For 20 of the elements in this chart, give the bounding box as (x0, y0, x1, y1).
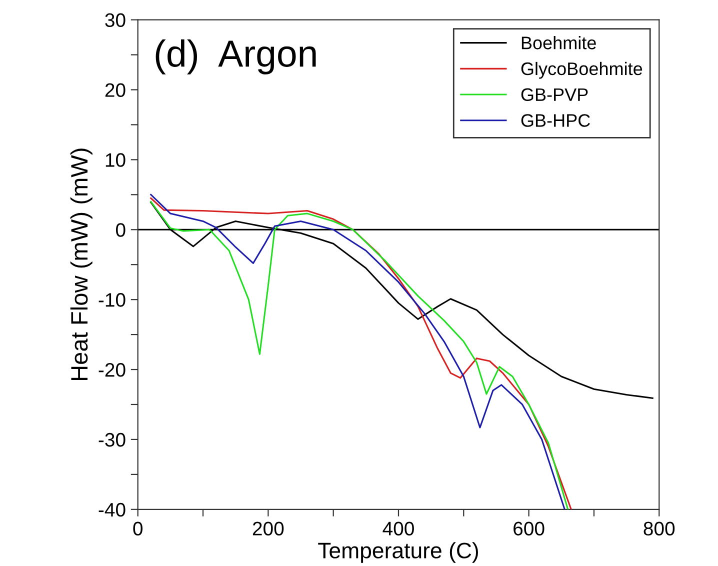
y-tick-label: 0 (116, 223, 126, 237)
legend-label: GlycoBoehmite (521, 62, 642, 79)
y-tick-label: -30 (98, 432, 126, 447)
y-tick-label: -40 (98, 502, 126, 517)
x-axis-title: Temperature (C) (318, 542, 478, 563)
legend-label: GB-HPC (521, 114, 590, 127)
y-tick-label: 10 (106, 153, 126, 167)
x-tick-label: 200 (252, 522, 284, 536)
y-tick-label: 20 (105, 83, 126, 97)
annotation: (d) Argon (156, 39, 316, 74)
x-tick-label: 600 (514, 522, 544, 536)
x-tick-label: 0 (133, 522, 143, 536)
y-axis-title: Heat Flow (mW) (mW) (70, 148, 92, 380)
x-tick-label: 400 (382, 522, 414, 536)
legend-label: GB-PVP (521, 88, 588, 102)
y-tick-label: -10 (98, 293, 126, 307)
y-tick-label: 30 (105, 13, 126, 28)
x-tick-label: 800 (644, 522, 675, 536)
y-tick-label: -20 (98, 362, 126, 377)
legend-label: Boehmite (522, 36, 596, 50)
